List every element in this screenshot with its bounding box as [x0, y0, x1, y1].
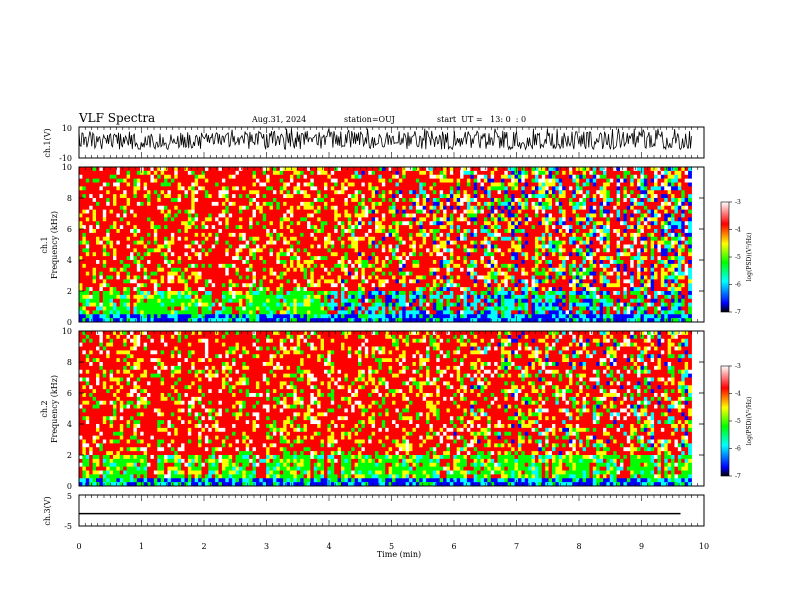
- ch1-waveform-trace: [78, 128, 692, 151]
- ch1-ytick-bottom: -10: [59, 154, 72, 163]
- ch2-colorbar-scale: [720, 365, 730, 477]
- xtick-label: 8: [576, 542, 581, 551]
- colorbar-tick-label: -4: [735, 227, 741, 234]
- xtick-label: 6: [451, 542, 456, 551]
- ytick-label: 6: [67, 389, 72, 398]
- xtick-label: 9: [639, 542, 644, 551]
- ytick-label: 0: [67, 482, 72, 491]
- xtick-label: 2: [201, 542, 206, 551]
- ch1-ytick-top: 10: [62, 124, 72, 133]
- ch3-ytick-top: 5: [67, 492, 72, 501]
- ch2-ylabel-channel: ch.2: [40, 400, 49, 417]
- ch2-spectrogram-image: [79, 331, 692, 487]
- xtick-label: 3: [264, 542, 269, 551]
- x-axis-label: Time (min): [377, 550, 421, 559]
- ch2-spectrogram-yticks: 0 2 4 6 8 10: [62, 327, 704, 491]
- ch2-colorbar: -3 -4 -5 -6 -7 log(PSD)(V²/Hz): [720, 363, 753, 480]
- ch1-colorbar-ticks: -3 -4 -5 -6 -7: [729, 199, 741, 316]
- ch1-waveform-panel: 10 -10 ch.1(V): [43, 124, 705, 163]
- ch1-spectrogram-yticks: 0 2 4 6 8 10: [62, 163, 704, 327]
- ch3-waveform-panel: 5 -5 ch.3(V): [43, 492, 705, 531]
- xtick-label: 10: [699, 542, 709, 551]
- start-time-label: start UT = 13: 0 : 0: [437, 115, 526, 124]
- ytick-label: 2: [67, 451, 72, 460]
- date-label: Aug.31, 2024: [251, 115, 306, 124]
- xtick-label: 7: [514, 542, 519, 551]
- ytick-label: 4: [67, 256, 72, 265]
- colorbar-tick-label: -5: [735, 254, 741, 261]
- ytick-label: 6: [67, 225, 72, 234]
- colorbar-tick-label: -7: [735, 473, 741, 480]
- ch1-spectrogram-image: [79, 167, 692, 323]
- ch1-colorbar-label: log(PSD)(V²/Hz): [746, 233, 753, 282]
- xtick-label: 4: [326, 542, 331, 551]
- ch3-ytick-bottom: -5: [64, 522, 72, 531]
- ytick-label: 4: [67, 420, 72, 429]
- ch1-ylabel-channel: ch.1: [40, 236, 49, 253]
- chart-title: VLF Spectra: [78, 111, 155, 125]
- ytick-label: 10: [62, 163, 72, 172]
- ytick-label: 8: [67, 358, 72, 367]
- colorbar-tick-label: -4: [735, 391, 741, 398]
- xtick-label: 1: [139, 542, 144, 551]
- colorbar-tick-label: -7: [735, 309, 741, 316]
- ytick-label: 2: [67, 287, 72, 296]
- ch2-colorbar-ticks: -3 -4 -5 -6 -7: [729, 363, 741, 480]
- colorbar-tick-label: -5: [735, 418, 741, 425]
- x-tick-marks: [78, 127, 705, 526]
- xtick-label: 5: [389, 542, 394, 551]
- ch2-spectrogram-panel: 0 2 4 6 8 10 ch.2 Frequency (kHz): [40, 327, 705, 491]
- ch1-spectrogram-panel: 0 2 4 6 8 10 ch.1 Frequency (kHz): [40, 163, 705, 327]
- ch1-waveform-ylabel: ch.1(V): [43, 128, 52, 157]
- colorbar-tick-label: -3: [735, 199, 741, 206]
- colorbar-tick-label: -6: [735, 282, 741, 289]
- ch2-ylabel-frequency: Frequency (kHz): [50, 375, 59, 443]
- ch2-colorbar-label: log(PSD)(V²/Hz): [746, 397, 753, 446]
- ytick-label: 10: [62, 327, 72, 336]
- x-tick-labels: 0 1 2 3 4 5 6 7 8 9 10: [76, 542, 709, 551]
- ch1-ylabel-frequency: Frequency (kHz): [50, 211, 59, 279]
- xtick-label: 0: [76, 542, 81, 551]
- ytick-label: 8: [67, 194, 72, 203]
- ch3-waveform-ylabel: ch.3(V): [43, 496, 52, 525]
- colorbar-tick-label: -3: [735, 363, 741, 370]
- ch1-colorbar-scale: [720, 201, 730, 313]
- station-label: station=OUJ: [344, 115, 395, 124]
- ch1-colorbar: -3 -4 -5 -6 -7 log(PSD)(V²/Hz): [720, 199, 753, 316]
- ytick-label: 0: [67, 318, 72, 327]
- colorbar-tick-label: -6: [735, 446, 741, 453]
